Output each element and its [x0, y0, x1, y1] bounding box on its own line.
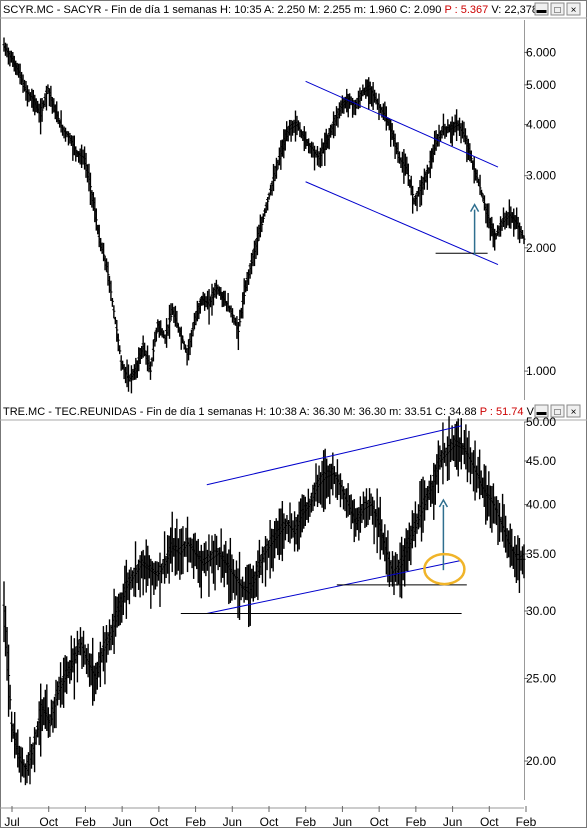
chart-panel-1: SCYR.MC - SACYR - Fin de día 1 semanas H… [0, 1, 587, 400]
x-tick-label: Oct [39, 815, 58, 828]
maximize-button[interactable] [550, 404, 565, 418]
minimize-button[interactable] [534, 2, 549, 16]
x-tick-label: Jun [443, 815, 462, 828]
x-tick-label: Feb [185, 815, 206, 828]
y-tick-label: 3.000 [526, 169, 556, 183]
close-button[interactable] [566, 2, 581, 16]
x-tick-label: Feb [295, 815, 316, 828]
y-tick-label: 5.000 [526, 78, 556, 92]
minimize-button[interactable] [534, 404, 549, 418]
chart-header-bar [1, 403, 586, 420]
y-tick-label: 1.000 [526, 364, 556, 378]
y-tick-label: 25.00 [526, 671, 556, 685]
y-tick-label: 45.00 [526, 454, 556, 468]
close-button-glyph: × [571, 407, 577, 418]
close-button[interactable] [566, 404, 581, 418]
y-tick-label: 4.000 [526, 118, 556, 132]
header-segment-0: TRE.MC - TEC.REUNIDAS - Fin de día 1 sem… [3, 406, 480, 418]
x-tick-label: Oct [150, 815, 169, 828]
maximize-button[interactable] [550, 2, 565, 16]
y-tick-label: 20.00 [526, 754, 556, 768]
chart-header-text: SCYR.MC - SACYR - Fin de día 1 semanas H… [3, 4, 538, 16]
target-arrow-head [469, 203, 480, 212]
header-segment-1: P : 5.367 [444, 4, 491, 16]
chart-header-bar [1, 1, 586, 18]
x-tick-label: Feb [516, 815, 537, 828]
chart-panel-2: TRE.MC - TEC.REUNIDAS - Fin de día 1 sem… [0, 403, 587, 800]
y-tick-label: 50.00 [526, 415, 556, 429]
x-tick-label: Jul [4, 815, 19, 828]
y-tick-label: 40.00 [526, 498, 556, 512]
x-tick-label: Oct [260, 815, 279, 828]
x-tick-label: Feb [75, 815, 96, 828]
header-segment-1: P : 51.74 [480, 406, 527, 418]
chart-header-text: TRE.MC - TEC.REUNIDAS - Fin de día 1 sem… [3, 406, 537, 418]
x-tick-label: Jun [223, 815, 242, 828]
x-tick-label: Feb [406, 815, 427, 828]
x-tick-label: Oct [370, 815, 389, 828]
trendline [305, 181, 499, 266]
minimize-button-glyph: ▬ [537, 5, 547, 16]
x-tick-label: Oct [480, 815, 499, 828]
maximize-button-glyph: □ [554, 5, 560, 16]
maximize-button-glyph: □ [554, 407, 560, 418]
trendline [206, 425, 462, 486]
highlight-circle [423, 552, 466, 586]
trendline [206, 559, 462, 614]
x-axis: Jul Oct Feb Jun Oct Feb Jun Oct Feb Jun Oct Feb Jun O… [0, 806, 537, 828]
target-arrow-head [438, 498, 449, 508]
y-tick-label: 35.00 [526, 547, 556, 561]
x-tick-label: Jun [333, 815, 352, 828]
price-series [2, 37, 526, 394]
y-tick-label: 2.000 [526, 241, 556, 255]
y-tick-label: 6.000 [526, 45, 556, 59]
x-tick-label: Jun [112, 815, 131, 828]
header-segment-2: V: [527, 406, 537, 418]
close-button-glyph: × [571, 5, 577, 16]
trendline [305, 80, 499, 168]
header-segment-2: V: 22,378 [491, 4, 538, 16]
header-segment-0: SCYR.MC - SACYR - Fin de día 1 semanas H… [3, 4, 444, 16]
price-series [2, 416, 526, 786]
minimize-button-glyph: ▬ [537, 407, 547, 418]
y-tick-label: 30.00 [526, 604, 556, 618]
